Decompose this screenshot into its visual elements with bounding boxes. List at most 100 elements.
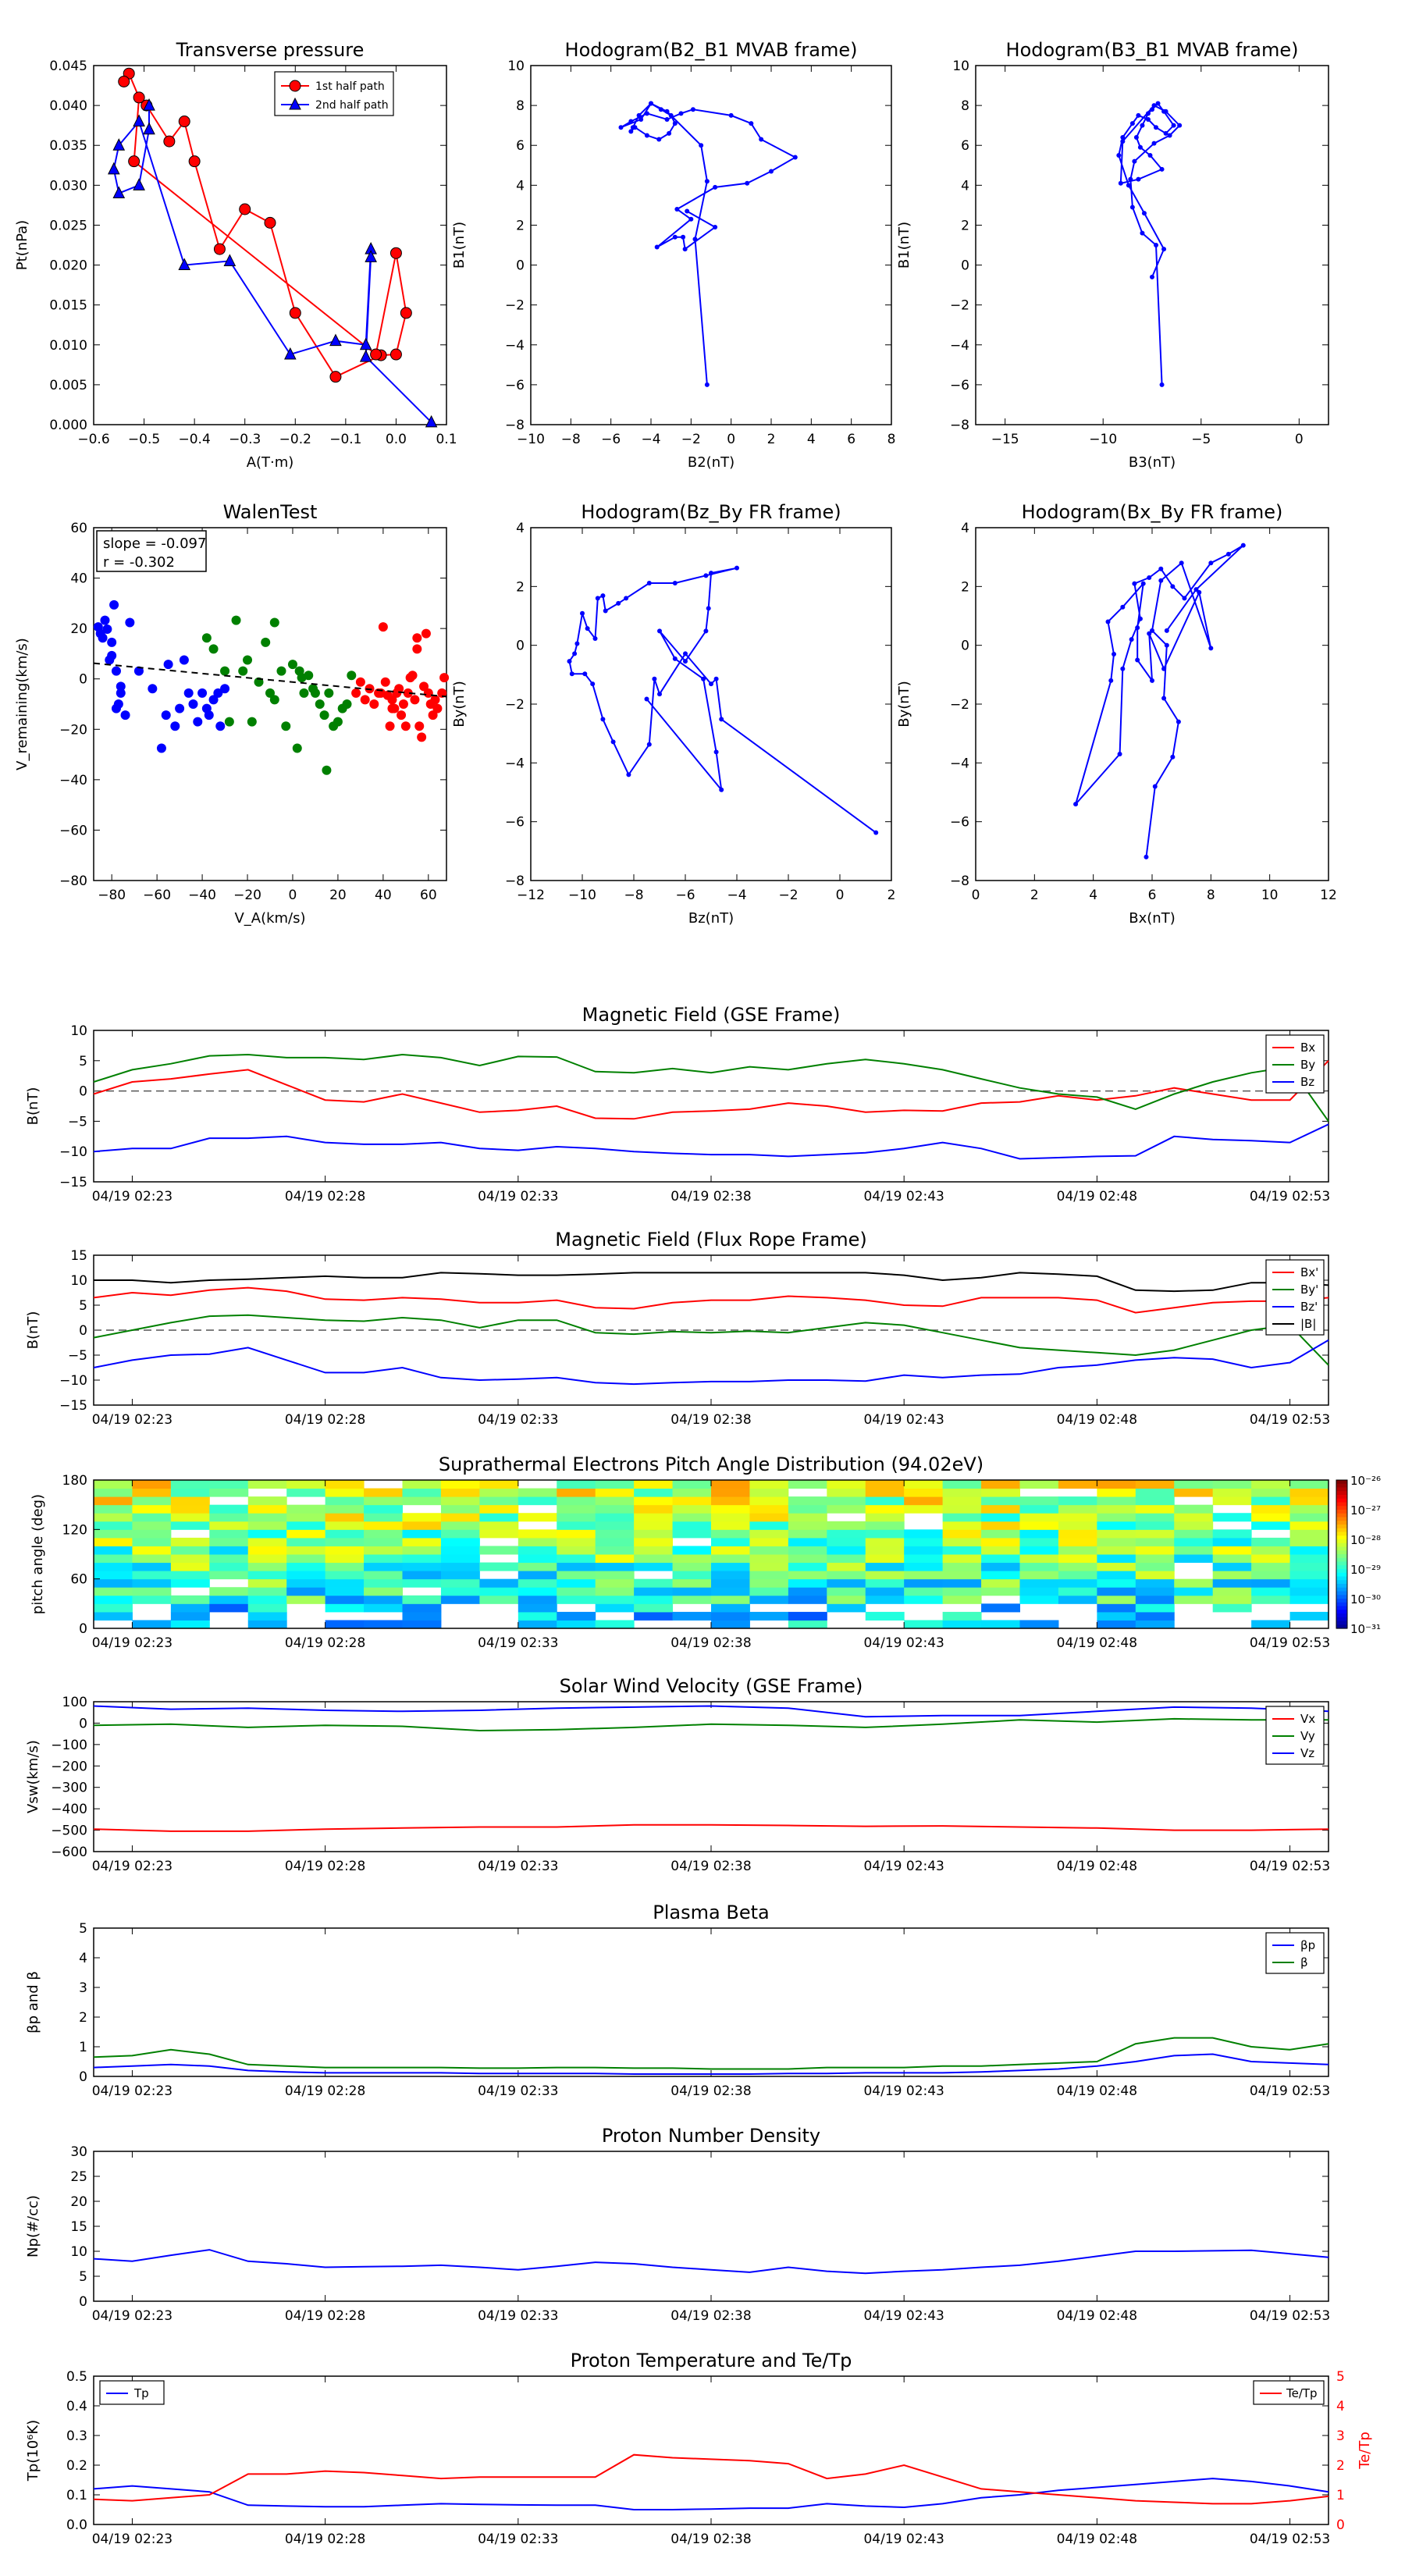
ylabel-3: V_remaining(km/s) [14, 638, 30, 770]
heatmap-cell-12-6 [557, 1571, 596, 1580]
heatmap-cell-12-3 [557, 1595, 596, 1604]
heatmap-cell-16-16 [711, 1488, 750, 1497]
data-point-4-0-16 [574, 641, 580, 646]
data-point-2-0-15 [1147, 153, 1153, 158]
heatmap-cell-1-12 [132, 1521, 172, 1530]
data-point-1-0-25 [749, 121, 754, 126]
data-point-0-1-3 [112, 186, 126, 199]
heatmap-cell-3-3 [209, 1595, 249, 1604]
data-point-1-0-8 [628, 129, 634, 134]
heatmap-cell-12-4 [557, 1587, 596, 1596]
heatmap-cell-24-0 [1019, 1620, 1059, 1629]
series-line-0-1 [112, 105, 432, 423]
data-point-2-0-12 [1118, 180, 1123, 186]
x-tick-label-10-3: 04/19 02:38 [670, 2083, 751, 2099]
heatmap-cell-1-4 [132, 1587, 172, 1596]
heatmap-cell-19-14 [827, 1504, 866, 1514]
heatmap-cell-20-10 [865, 1537, 905, 1546]
heatmap-cell-9-8 [440, 1554, 480, 1564]
data-point-2-0-1 [1154, 243, 1159, 247]
heatmap-cell-19-11 [827, 1529, 866, 1539]
x-tick-label-1-7: 4 [807, 432, 816, 447]
colorbar-step-7 [1336, 1506, 1347, 1510]
data-point-3-2-29 [430, 695, 440, 705]
heatmap-cell-31-13 [1289, 1513, 1329, 1522]
heatmap-cell-31-5 [1289, 1578, 1329, 1588]
data-point-5-0-31 [1208, 560, 1214, 566]
data-point-2-0-33 [1161, 247, 1167, 252]
x-tick-label-7-5: 04/19 02:48 [1057, 1412, 1137, 1428]
heatmap-cell-24-12 [1019, 1521, 1059, 1530]
heatmap-cell-30-17 [1251, 1480, 1291, 1489]
heatmap-cell-28-3 [1174, 1595, 1214, 1604]
plot-frame-10 [93, 1927, 1329, 2077]
data-point-5-0-11 [1161, 666, 1167, 671]
heatmap-cell-9-10 [440, 1537, 480, 1546]
heatmap-cell-2-1 [170, 1611, 210, 1621]
heatmap-cell-4-4 [247, 1587, 287, 1596]
heatmap-cell-18-8 [788, 1554, 827, 1564]
heatmap-cell-30-3 [1251, 1595, 1291, 1604]
y-tick-label-3-4: 0 [79, 672, 87, 688]
heatmap-cell-8-7 [402, 1562, 442, 1571]
y2-tick-label-12-0: 0 [1336, 2517, 1345, 2533]
chart-title-5: Hodogram(Bx_By FR frame) [1022, 501, 1283, 523]
y-tick-label-5-5: 2 [961, 579, 969, 595]
data-point-0-0-1 [163, 135, 176, 148]
heatmap-cell-18-1 [788, 1611, 827, 1621]
heatmap-cell-22-0 [942, 1620, 982, 1629]
heatmap-cell-15-16 [672, 1488, 712, 1497]
colorbar-step-29 [1336, 1587, 1347, 1592]
heatmap-cell-25-4 [1058, 1587, 1097, 1596]
heatmap-cell-10-7 [479, 1562, 519, 1571]
heatmap-cell-14-4 [634, 1587, 674, 1596]
data-point-3-2-16 [400, 721, 411, 731]
heatmap-cell-5-16 [286, 1488, 326, 1497]
series-line-12-1 [93, 2453, 1329, 2505]
heatmap-cell-13-16 [595, 1488, 635, 1497]
heatmap-cell-17-17 [749, 1480, 789, 1489]
data-point-2-0-14 [1159, 166, 1165, 172]
heatmap-cell-23-11 [981, 1529, 1020, 1539]
data-point-2-0-4 [1128, 176, 1133, 182]
data-point-3-2-1 [355, 677, 365, 687]
heatmap-cell-13-11 [595, 1529, 635, 1539]
data-point-3-0-15 [156, 743, 166, 753]
annotation-text-3-1: r = -0.302 [103, 554, 175, 571]
plot-frame-1 [530, 65, 892, 425]
heatmap-cell-23-8 [981, 1554, 1020, 1564]
y-tick-label-10-1: 1 [79, 2040, 87, 2055]
heatmap-cell-0-1 [94, 1611, 133, 1621]
heatmap-cell-28-10 [1174, 1537, 1214, 1546]
data-point-2-0-17 [1133, 135, 1139, 140]
data-point-4-0-36 [713, 749, 719, 755]
data-point-1-0-35 [681, 234, 686, 240]
heatmap-cell-1-7 [132, 1562, 172, 1571]
y-tick-label-7-1: −10 [59, 1373, 87, 1389]
heatmap-cell-17-10 [749, 1537, 789, 1546]
colorbar-step-36 [1336, 1614, 1347, 1618]
heatmap-cell-27-9 [1135, 1546, 1175, 1555]
data-point-4-0-11 [590, 681, 596, 687]
heatmap-cell-9-4 [440, 1587, 480, 1596]
x-tick-label-5-4: 8 [1207, 888, 1215, 903]
x-tick-label-7-4: 04/19 02:43 [863, 1412, 944, 1428]
data-point-1-0-31 [674, 207, 680, 212]
heatmap-cell-26-15 [1097, 1496, 1136, 1506]
series-line-9-2 [93, 1705, 1329, 1718]
heatmap-cell-24-11 [1019, 1529, 1059, 1539]
heatmap-cell-5-17 [286, 1480, 326, 1489]
y-tick-label-11-3: 15 [70, 2219, 87, 2235]
y2-tick-label-12-2: 2 [1336, 2458, 1345, 2474]
heatmap-cell-26-1 [1097, 1611, 1136, 1621]
data-point-4-0-27 [703, 573, 709, 578]
heatmap-cell-0-9 [94, 1546, 133, 1555]
heatmap-cell-31-12 [1289, 1521, 1329, 1530]
legend-label-9-2: Vz [1300, 1746, 1314, 1760]
data-point-5-0-35 [1164, 628, 1169, 633]
y-tick-label-0-0: 0.000 [49, 418, 87, 433]
x-tick-label-4-4: −4 [727, 888, 746, 903]
x-tick-label-4-0: −12 [517, 888, 545, 903]
data-point-4-0-6 [652, 676, 657, 681]
y-tick-label-3-5: 20 [70, 621, 87, 637]
